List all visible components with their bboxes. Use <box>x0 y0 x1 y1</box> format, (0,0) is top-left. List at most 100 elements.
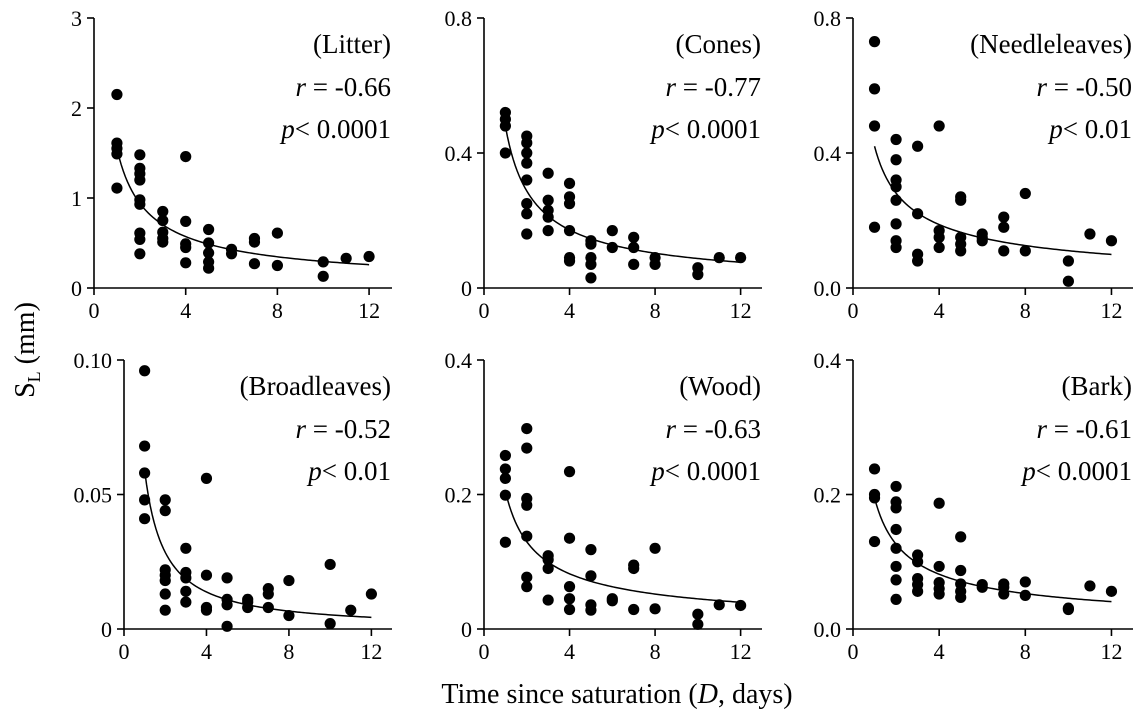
panel-title: (Broadleaves) <box>240 371 391 401</box>
x-tick-label: 0 <box>479 298 490 323</box>
data-point <box>180 542 192 554</box>
data-point <box>692 268 704 281</box>
p-symbol: p <box>649 114 665 144</box>
p-value: < 0.0001 <box>665 114 761 144</box>
data-point <box>521 157 533 169</box>
data-point <box>242 601 254 614</box>
data-point <box>542 225 554 237</box>
data-point <box>262 588 274 600</box>
data-point <box>933 231 945 243</box>
data-point <box>521 228 533 240</box>
p-annotation: p< 0.0001 <box>649 456 761 486</box>
r-value: = -0.61 <box>1047 414 1132 444</box>
data-point <box>1105 235 1118 247</box>
data-point <box>203 223 215 236</box>
p-symbol: p <box>1047 114 1063 144</box>
y-tick-label: 0 <box>101 617 112 642</box>
data-point <box>180 241 192 254</box>
x-tick-label: 4 <box>564 639 575 664</box>
data-point <box>868 221 881 233</box>
data-point <box>628 258 640 270</box>
data-point <box>890 241 902 254</box>
r-symbol: r <box>1037 414 1048 444</box>
y-tick-label: 0.4 <box>814 348 842 373</box>
x-tick-label: 12 <box>360 639 382 664</box>
data-point <box>159 604 171 616</box>
x-tick-label: 4 <box>564 298 575 323</box>
y-tick-label: 0 <box>461 276 472 301</box>
data-point <box>890 480 902 493</box>
x-tick-label: 12 <box>730 639 752 664</box>
data-point <box>998 588 1010 600</box>
data-point <box>157 214 169 227</box>
data-point <box>134 198 146 210</box>
data-point <box>134 233 146 245</box>
x-tick-label: 8 <box>650 298 661 323</box>
data-point <box>111 182 123 194</box>
x-tick-label: 0 <box>89 298 100 323</box>
data-point <box>563 225 576 237</box>
data-point <box>1019 187 1031 200</box>
data-point <box>203 237 215 249</box>
x-tick-label: 12 <box>1100 298 1122 323</box>
x-tick-label: 0 <box>848 298 859 323</box>
data-point <box>933 560 945 573</box>
data-point <box>890 218 902 230</box>
data-point <box>180 215 192 227</box>
data-point <box>933 588 945 600</box>
p-value: < 0.01 <box>322 456 391 486</box>
data-point <box>955 564 967 577</box>
data-point <box>271 259 283 272</box>
fit-curve <box>873 497 1112 603</box>
data-point <box>225 248 238 260</box>
r-symbol: r <box>296 72 307 102</box>
data-point <box>563 593 576 605</box>
data-point <box>868 535 881 548</box>
x-tick-label: 8 <box>283 639 294 664</box>
p-symbol: p <box>649 456 665 486</box>
data-point <box>499 463 511 475</box>
data-point <box>628 241 640 254</box>
r-value: = -0.77 <box>676 72 761 102</box>
data-point <box>499 536 511 548</box>
y-tick-label: 0 <box>461 617 472 642</box>
data-point <box>139 440 151 452</box>
data-point <box>365 588 377 600</box>
data-point <box>1062 255 1074 267</box>
data-point <box>340 252 352 264</box>
r-symbol: r <box>1037 72 1048 102</box>
data-point <box>628 603 640 616</box>
y-tick-label: 0.8 <box>814 6 842 31</box>
data-point <box>606 595 618 607</box>
data-point <box>180 151 192 163</box>
data-point <box>563 466 576 478</box>
p-symbol: p <box>306 456 322 486</box>
data-point <box>111 88 123 101</box>
data-point <box>221 620 233 632</box>
data-point <box>890 502 902 514</box>
data-point <box>221 572 233 584</box>
data-point <box>499 472 511 484</box>
data-point <box>134 149 146 161</box>
data-point <box>542 211 554 223</box>
r-symbol: r <box>296 414 307 444</box>
data-point <box>649 258 661 270</box>
x-tick-label: 4 <box>180 298 191 323</box>
data-point <box>628 562 640 575</box>
data-point <box>955 194 967 206</box>
y-tick-label: 0.8 <box>445 6 473 31</box>
data-point <box>606 241 618 254</box>
p-annotation: p< 0.0001 <box>649 114 761 144</box>
data-point <box>933 497 945 509</box>
data-point <box>542 554 554 566</box>
data-point <box>159 505 171 517</box>
r-annotation: r = -0.50 <box>1037 72 1132 102</box>
data-point <box>180 596 192 608</box>
data-point <box>521 571 533 583</box>
data-point <box>955 245 967 257</box>
x-tick-label: 0 <box>848 639 859 664</box>
y-tick-label: 2 <box>71 96 82 121</box>
y-tick-label: 0.2 <box>814 483 842 508</box>
data-point <box>563 255 576 267</box>
